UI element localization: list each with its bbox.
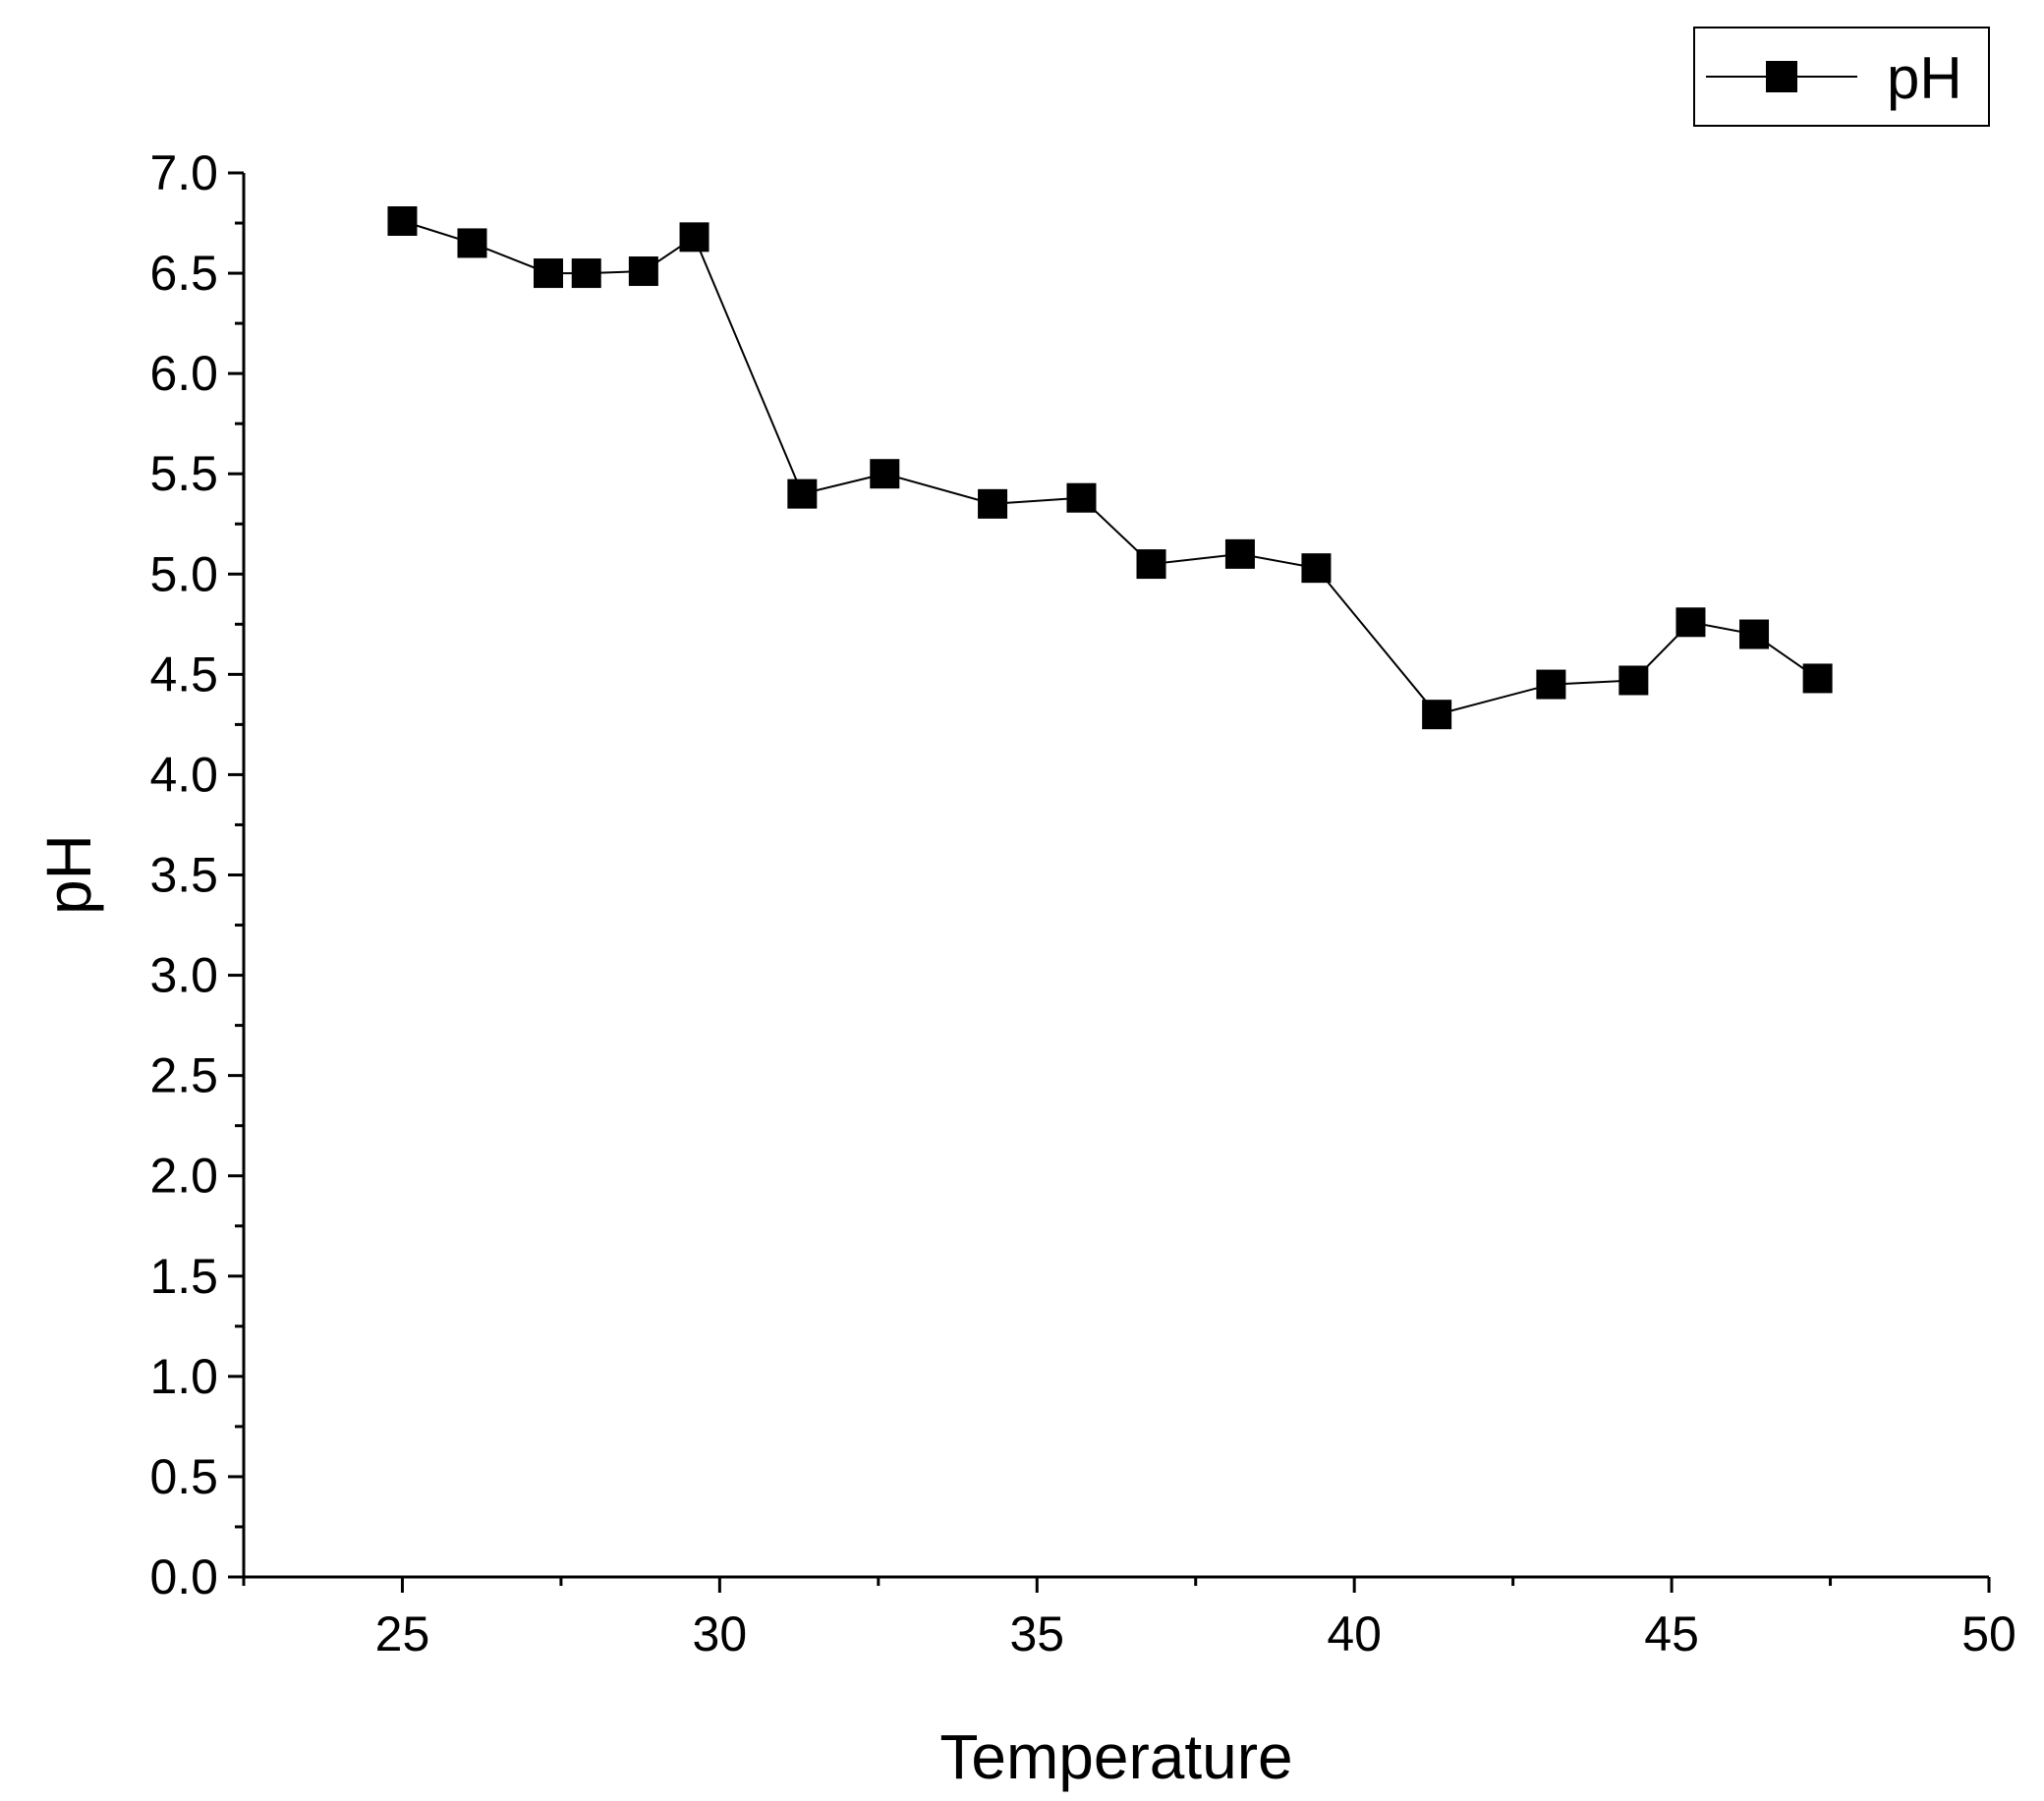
y-tick-label: 0.5	[149, 1449, 218, 1504]
data-point	[1675, 607, 1706, 638]
y-tick-label: 1.5	[149, 1249, 218, 1304]
y-tick-label: 4.0	[149, 747, 218, 802]
data-point	[1136, 549, 1166, 580]
y-tick-label: 5.5	[149, 446, 218, 501]
x-tick-label: 40	[1327, 1606, 1382, 1661]
y-tick-label: 7.0	[149, 145, 218, 200]
series-line-ph	[402, 220, 1819, 716]
data-point	[1802, 663, 1833, 694]
y-tick-label: 2.0	[149, 1149, 218, 1204]
data-point	[457, 228, 487, 258]
y-tick-label: 2.5	[149, 1048, 218, 1103]
data-point	[787, 478, 818, 509]
data-point	[978, 488, 1008, 519]
legend-marker	[1766, 61, 1797, 92]
data-point	[1066, 482, 1097, 513]
legend: pH	[1693, 27, 1990, 127]
series	[387, 205, 1833, 730]
data-point	[1739, 619, 1770, 649]
y-tick-label: 0.0	[149, 1549, 218, 1604]
y-tick-label: 1.0	[149, 1349, 218, 1404]
x-tick-label: 35	[1009, 1606, 1064, 1661]
data-point	[1618, 665, 1649, 696]
data-point	[1301, 553, 1332, 584]
data-point	[1536, 669, 1566, 700]
axes	[242, 173, 1989, 1579]
y-tick-label: 6.5	[149, 246, 218, 301]
y-tick-label: 3.5	[149, 848, 218, 903]
y-tick-label: 6.0	[149, 346, 218, 401]
data-point	[870, 459, 900, 489]
data-point	[533, 258, 563, 289]
x-tick-label: 30	[693, 1606, 748, 1661]
y-tick-label: 3.0	[149, 948, 218, 1003]
data-point	[628, 256, 658, 287]
y-tick-label: 5.0	[149, 546, 218, 601]
x-tick-label: 45	[1644, 1606, 1699, 1661]
legend-label: pH	[1887, 45, 1962, 111]
ticks: 0.0 0.5 1.0 1.5 2.0 2.5 3.0 3.5 4.0 4.5 5.0 5.5 6.0 6…	[149, 145, 2016, 1661]
data-point	[679, 222, 710, 253]
data-point	[1422, 700, 1452, 730]
data-point	[571, 258, 601, 289]
x-tick-label: 25	[375, 1606, 430, 1661]
x-tick-label: 50	[1961, 1606, 2016, 1661]
x-axis-title: Temperature	[939, 1721, 1292, 1792]
y-axis-title: pH	[33, 834, 104, 915]
data-point	[1224, 538, 1255, 569]
y-tick-label: 4.5	[149, 647, 218, 702]
data-point	[387, 205, 418, 236]
